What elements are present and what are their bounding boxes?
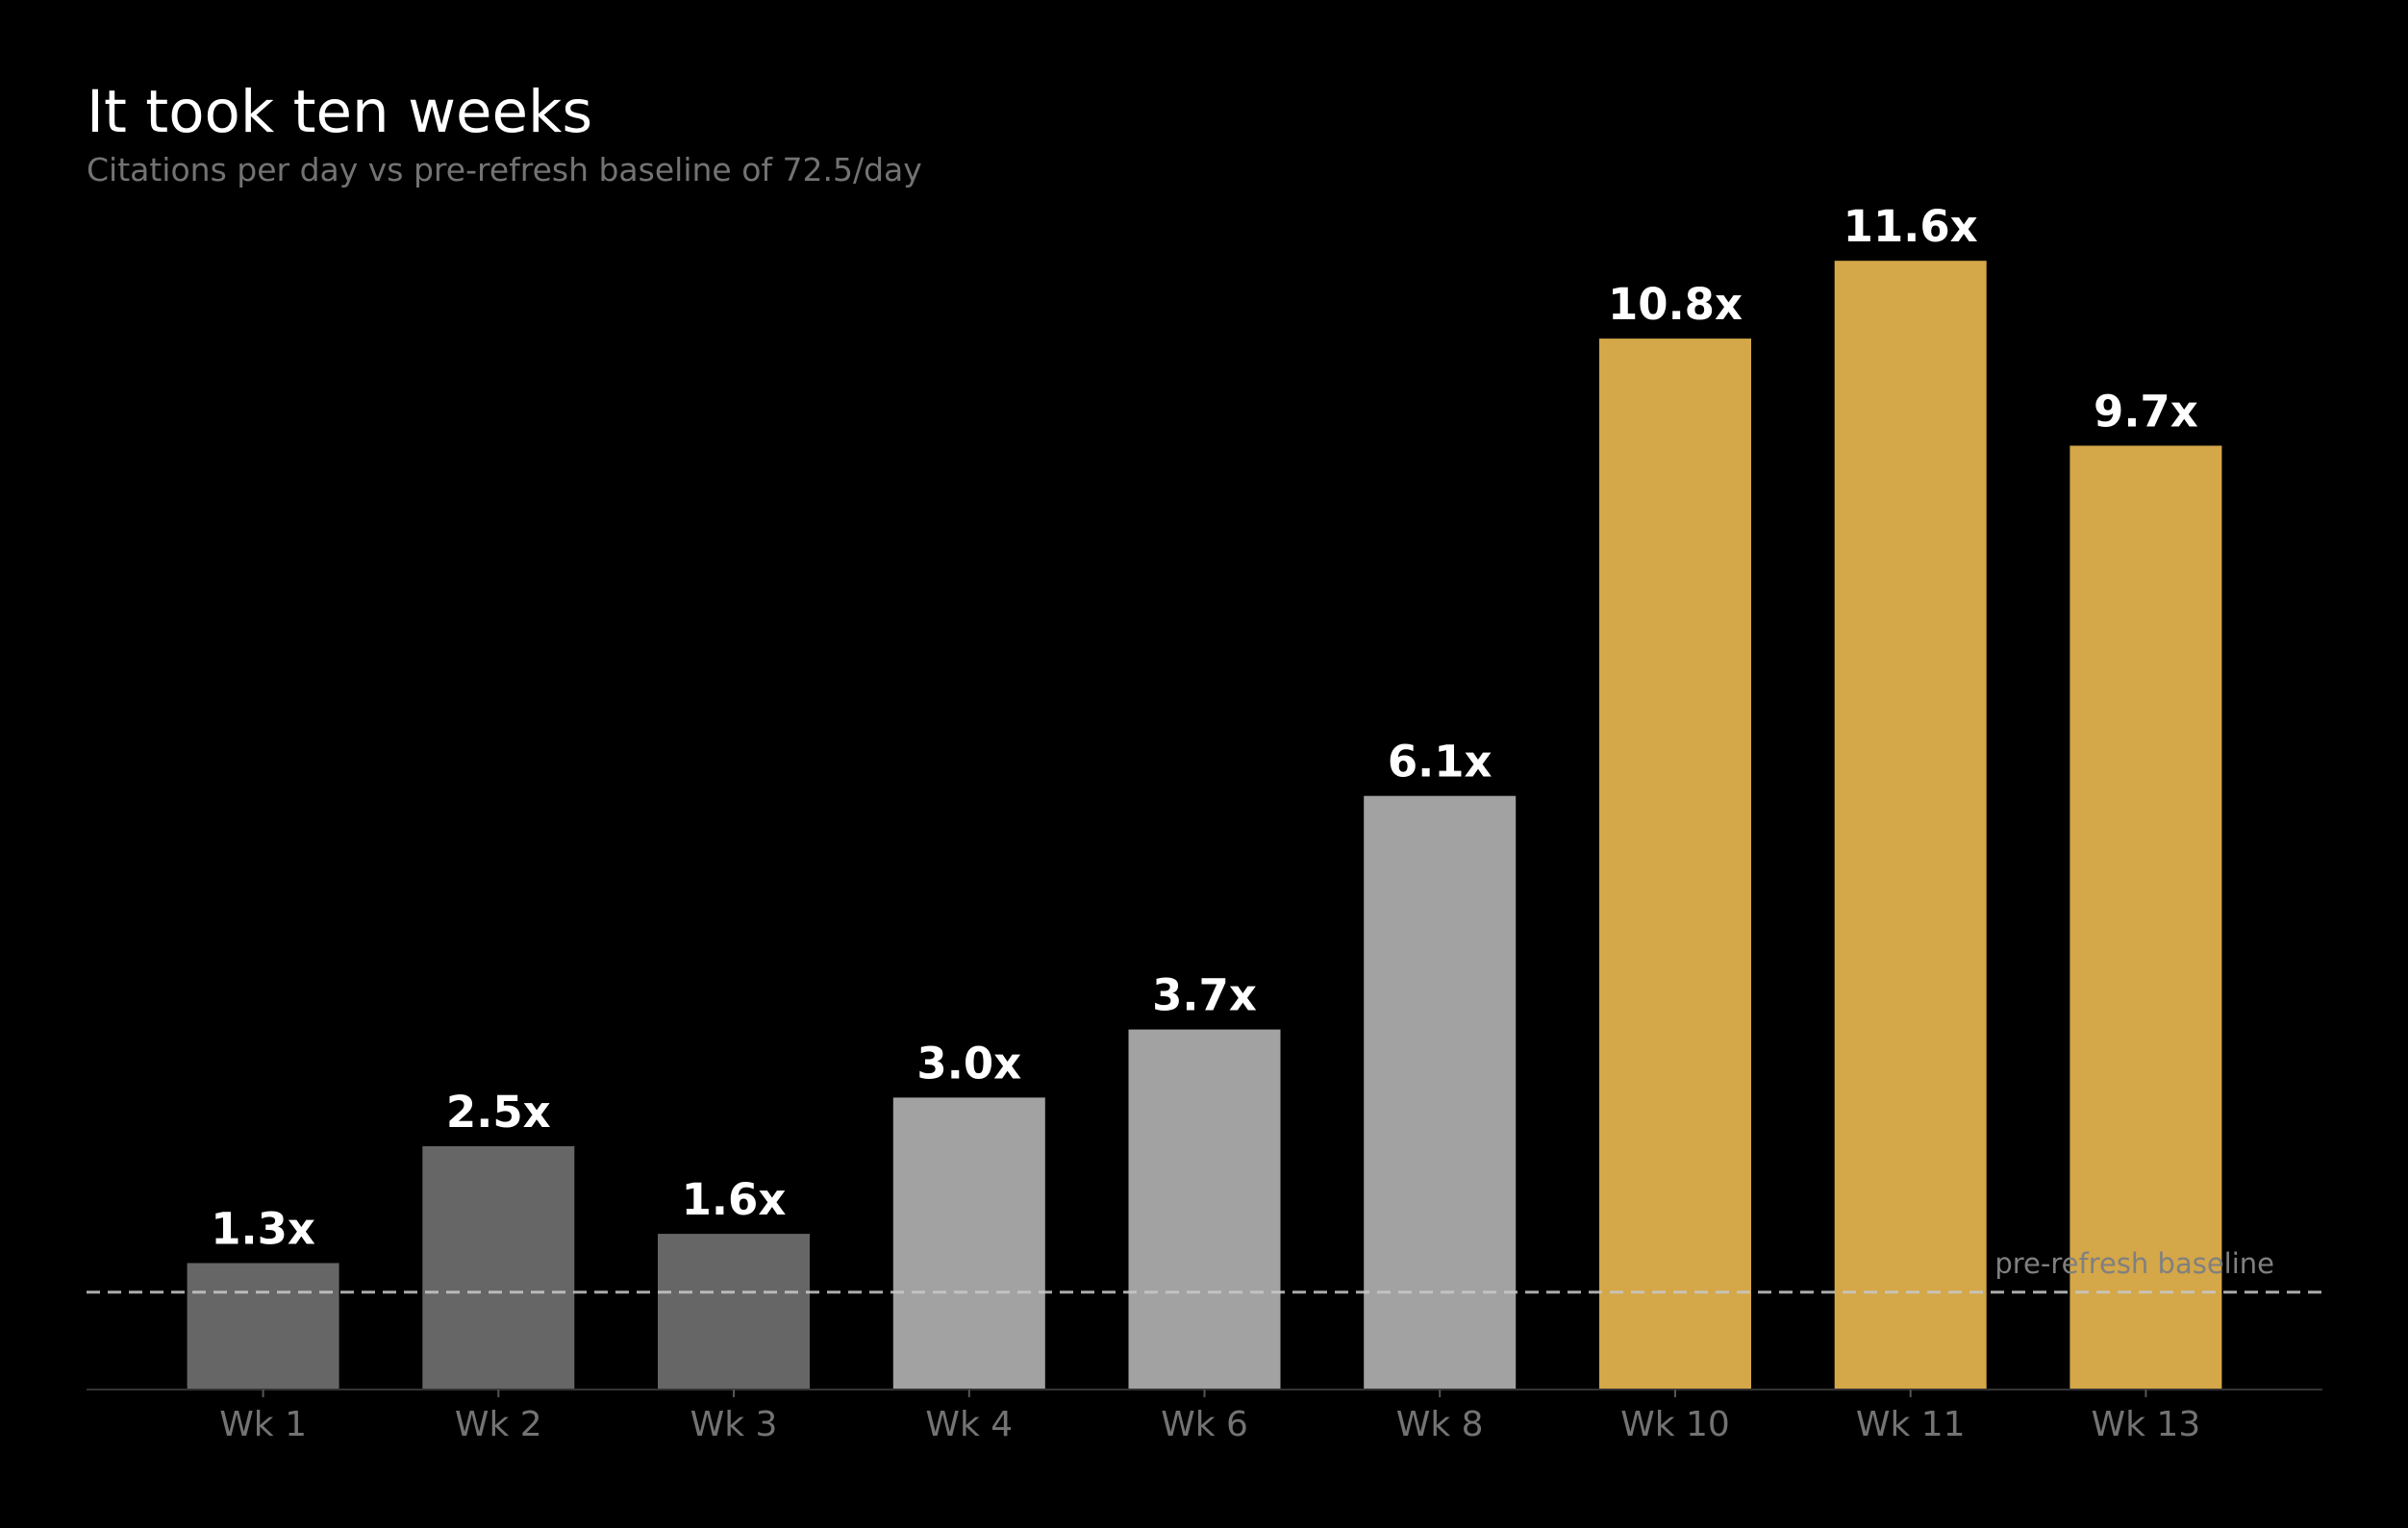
bar-wk-3 (658, 1234, 810, 1390)
bar-wk-10 (1599, 338, 1751, 1390)
x-tick-label: Wk 1 (219, 1405, 307, 1444)
chart-title: It took ten weeks (87, 78, 592, 146)
x-axis-ticks-group: Wk 1 Wk 2 Wk 3 Wk 4 Wk 6 Wk 8 Wk 10 Wk 11 Wk 13 (219, 1390, 2200, 1444)
chart-subtitle: Citations per day vs pre-refresh baselin… (87, 151, 922, 188)
x-tick-label: Wk 10 (1620, 1405, 1730, 1444)
value-label-wk-13: 9.7x (2094, 387, 2198, 438)
bar-wk-4 (892, 1097, 1045, 1390)
bar-wk-13 (2069, 445, 2222, 1390)
baseline-reference-label: pre-refresh baseline (1994, 1247, 2274, 1280)
value-label-wk-10: 10.8x (1608, 279, 1743, 330)
value-label-wk-1: 1.3x (211, 1204, 315, 1255)
x-tick-label: Wk 13 (2092, 1405, 2201, 1444)
value-label-wk-8: 6.1x (1388, 737, 1492, 788)
bar-wk-11 (1834, 261, 1987, 1390)
x-tick-label: Wk 4 (925, 1405, 1013, 1444)
x-tick-label: Wk 6 (1161, 1405, 1248, 1444)
value-label-wk-2: 2.5x (446, 1087, 551, 1138)
x-tick-label: Wk 11 (1856, 1405, 1966, 1444)
value-label-wk-4: 3.0x (916, 1038, 1021, 1089)
x-tick-label: Wk 2 (455, 1405, 542, 1444)
bar-wk-8 (1364, 795, 1517, 1390)
bars-group (187, 261, 2222, 1390)
x-tick-label: Wk 8 (1396, 1405, 1484, 1444)
value-labels-group: 1.3x 2.5x 1.6x 3.0x 3.7x 6.1x 10.8x 11.6x 9.7x (211, 201, 2198, 1254)
bar-wk-6 (1128, 1029, 1281, 1390)
x-tick-label: Wk 3 (690, 1405, 778, 1444)
bar-wk-2 (422, 1146, 575, 1390)
value-label-wk-3: 1.6x (682, 1174, 787, 1225)
value-label-wk-11: 11.6x (1844, 201, 1978, 252)
bar-wk-1 (187, 1263, 339, 1390)
value-label-wk-6: 3.7x (1152, 970, 1257, 1021)
